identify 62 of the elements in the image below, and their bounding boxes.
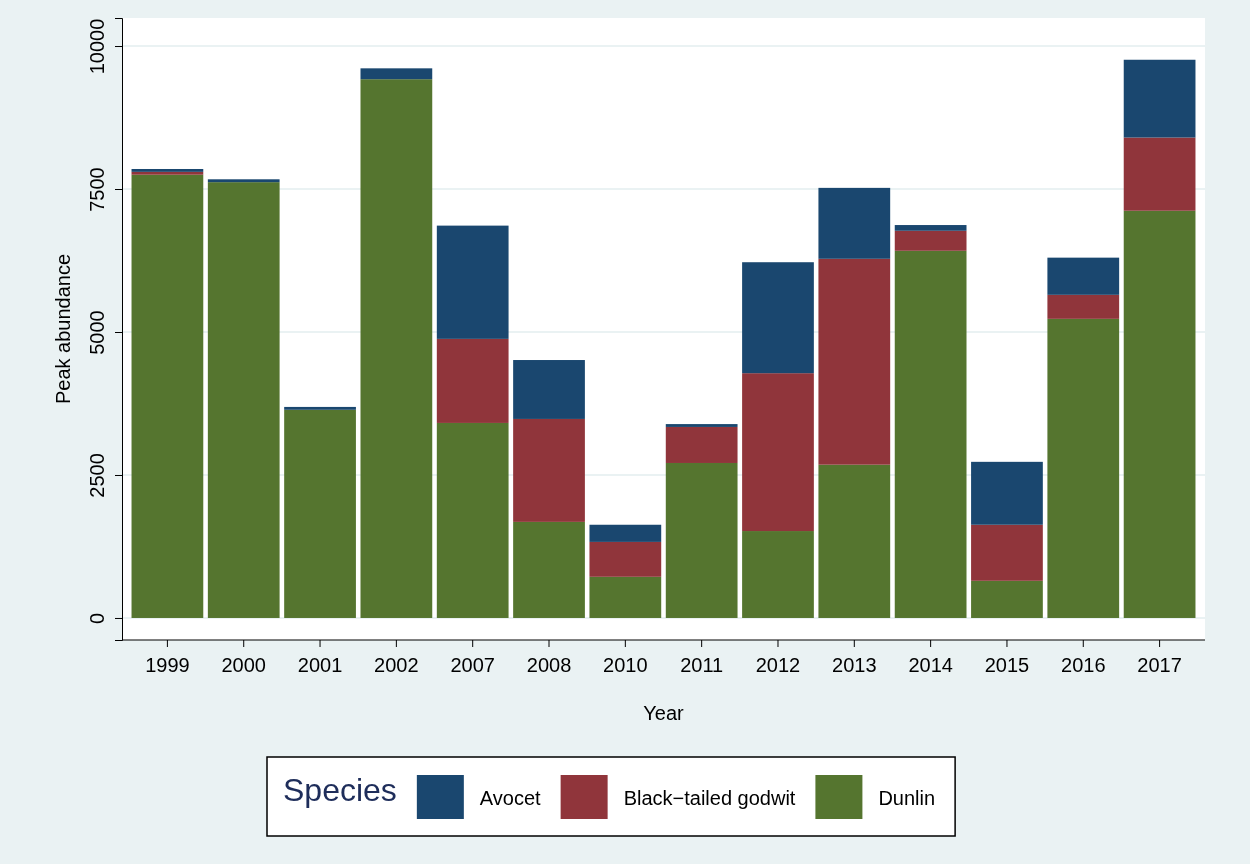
y-tick-label: 0 xyxy=(86,612,108,625)
y-tick-label: 10000 xyxy=(86,18,108,75)
bar xyxy=(436,338,509,423)
x-tick-label: 2016 xyxy=(1061,654,1106,676)
x-tick-label: 2007 xyxy=(450,654,495,676)
bar xyxy=(742,531,814,618)
legend-label: Avocet xyxy=(479,787,542,809)
bar xyxy=(894,250,967,618)
bar xyxy=(971,524,1043,581)
x-tick-label: 1999 xyxy=(145,654,190,676)
bar xyxy=(284,409,356,618)
bar xyxy=(207,179,280,183)
bar xyxy=(513,418,585,522)
bar xyxy=(742,262,814,374)
bar xyxy=(131,174,204,618)
bar xyxy=(1123,210,1196,618)
x-tick-label: 2013 xyxy=(832,654,877,676)
bar xyxy=(1123,137,1196,211)
bar xyxy=(742,373,814,532)
bar xyxy=(436,225,509,339)
bar xyxy=(665,426,738,463)
y-tick-label: 2500 xyxy=(86,453,108,498)
x-tick-label: 2001 xyxy=(297,654,343,676)
bar xyxy=(207,182,280,618)
x-tick-label: 2014 xyxy=(908,654,953,676)
bar xyxy=(360,68,433,80)
y-tick-label: 7500 xyxy=(86,167,108,212)
x-tick-label: 2002 xyxy=(374,654,419,676)
x-tick-label: 2010 xyxy=(603,654,648,676)
x-tick-label: 2000 xyxy=(221,654,266,676)
bar xyxy=(894,230,967,251)
bar xyxy=(894,225,967,231)
y-tick-label: 5000 xyxy=(86,310,108,355)
x-tick-label: 2017 xyxy=(1137,654,1182,676)
bar xyxy=(818,464,891,618)
bar xyxy=(971,580,1043,618)
bar xyxy=(1123,59,1196,138)
bar xyxy=(589,576,662,618)
bar xyxy=(436,422,509,618)
bar xyxy=(1047,257,1120,295)
x-tick-label: 2012 xyxy=(755,654,801,676)
bar xyxy=(284,406,356,410)
legend-label: Black−tailed godwit xyxy=(623,787,796,809)
bar xyxy=(665,462,738,618)
bar xyxy=(1047,318,1120,618)
bar xyxy=(589,541,662,577)
legend-title: Species xyxy=(283,772,397,808)
bar xyxy=(818,187,891,259)
bar xyxy=(818,258,891,465)
x-tick-label: 2011 xyxy=(680,654,724,676)
bar xyxy=(971,461,1043,525)
bar xyxy=(1047,294,1120,319)
bar xyxy=(513,521,585,618)
x-tick-label: 2008 xyxy=(526,654,572,676)
x-tick-label: 2015 xyxy=(984,654,1030,676)
x-axis-title: Year xyxy=(643,702,685,724)
bar xyxy=(513,360,585,419)
bar xyxy=(665,424,738,427)
legend-label: Dunlin xyxy=(878,787,936,809)
bar xyxy=(360,79,433,618)
y-axis-title: Peak abundance xyxy=(52,253,74,405)
bar xyxy=(589,524,662,542)
